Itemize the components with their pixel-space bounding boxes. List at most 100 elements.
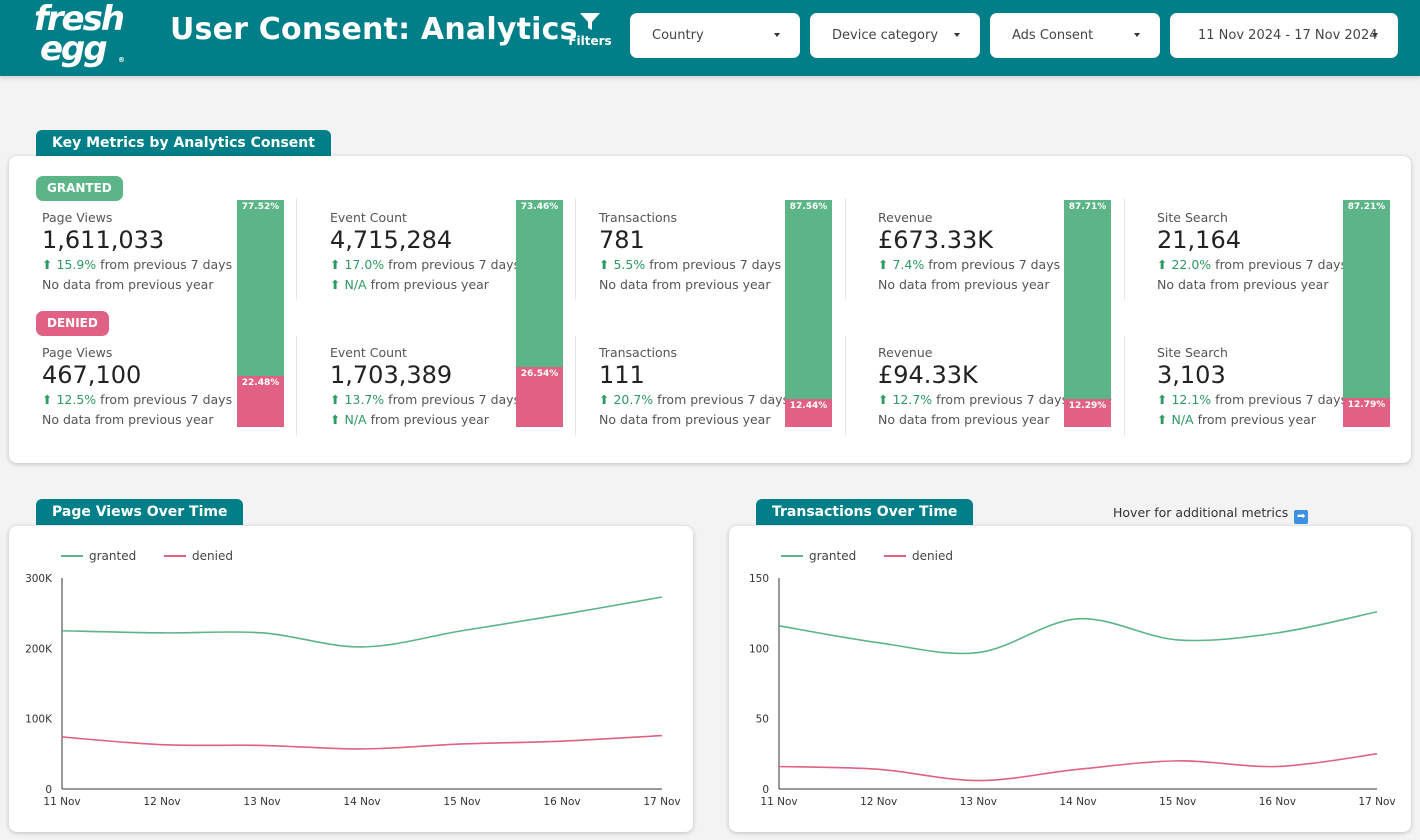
country-dropdown[interactable]: Country xyxy=(630,13,800,58)
series-line-denied[interactable] xyxy=(778,753,1378,782)
arrow-right-icon: ➡ xyxy=(1294,510,1309,524)
y-tick-label: 50 xyxy=(756,714,769,726)
divider xyxy=(1124,198,1125,300)
legend-item-denied[interactable]: denied xyxy=(884,549,953,563)
denied-share-segment: 12.79% xyxy=(1343,398,1390,427)
page-views-chart-tab: Page Views Over Time xyxy=(36,499,244,525)
series-line-granted[interactable] xyxy=(61,596,663,648)
weekly-change-label: from previous 7 days xyxy=(100,257,233,272)
header-bar: fresh egg ® User Consent: Analytics Filt… xyxy=(0,0,1420,76)
legend-swatch xyxy=(61,555,83,557)
arrow-up-icon: ⬆ xyxy=(330,277,341,292)
page-views-consent-share-bar: 77.52% 22.48% xyxy=(237,200,284,427)
x-tick-label: 13 Nov xyxy=(960,796,997,808)
filters-button[interactable]: Filters xyxy=(568,12,612,48)
key-metrics-card: GRANTED DENIED Page Views 1,611,033 ⬆ 15… xyxy=(9,156,1411,463)
filter-icon xyxy=(580,13,600,30)
weekly-change-label: from previous 7 days xyxy=(657,392,790,407)
date-range-picker[interactable]: 11 Nov 2024 - 17 Nov 2024 xyxy=(1170,13,1398,58)
arrow-up-icon: ⬆ xyxy=(42,392,53,407)
weekly-change: 5.5% xyxy=(613,257,646,272)
event-count-consent-share-bar: 73.46% 26.54% xyxy=(516,200,563,427)
metric-name: Revenue xyxy=(878,210,933,225)
arrow-up-icon: ⬆ xyxy=(599,392,610,407)
weekly-change-label: from previous 7 days xyxy=(100,392,233,407)
x-tick-label: 16 Nov xyxy=(543,796,580,808)
granted-event-count-scorecard: Event Count 4,715,284 ⬆ 17.0% from previ… xyxy=(330,210,560,292)
yearly-change: N/A xyxy=(344,277,367,292)
y-tick-label: 100 xyxy=(749,643,769,655)
page-views-line-chart[interactable]: 0 100K 200K 300K 11 Nov 12 Nov 13 Nov 14 Nov 15 … xyxy=(9,526,693,832)
device-category-dropdown-label: Device category xyxy=(832,28,939,43)
metric-value: £94.33K xyxy=(878,361,978,389)
granted-site-search-scorecard: Site Search 21,164 ⬆ 22.0% from previous… xyxy=(1157,210,1387,292)
device-category-dropdown[interactable]: Device category xyxy=(810,13,980,58)
date-range-label: 11 Nov 2024 - 17 Nov 2024 xyxy=(1198,28,1378,43)
x-tick-label: 15 Nov xyxy=(1159,796,1196,808)
x-tick-label: 17 Nov xyxy=(1358,796,1395,808)
chevron-down-icon xyxy=(774,33,780,37)
metric-name: Event Count xyxy=(330,345,407,360)
yearly-change-label: from previous year xyxy=(1197,412,1316,427)
granted-share-segment: 87.71% xyxy=(1064,200,1111,399)
yearly-change-label: No data from previous year xyxy=(42,277,214,292)
granted-badge: GRANTED xyxy=(36,176,123,201)
weekly-change: 22.0% xyxy=(1171,257,1212,272)
metric-name: Revenue xyxy=(878,345,933,360)
granted-share-segment: 87.21% xyxy=(1343,200,1390,398)
metric-value: 111 xyxy=(599,361,645,389)
legend-swatch xyxy=(164,555,187,557)
yearly-change-label: No data from previous year xyxy=(1157,277,1329,292)
x-tick-label: 14 Nov xyxy=(343,796,380,808)
granted-transactions-scorecard: Transactions 781 ⬆ 5.5% from previous 7 … xyxy=(599,210,829,292)
denied-site-search-scorecard: Site Search 3,103 ⬆ 12.1% from previous … xyxy=(1157,345,1387,427)
granted-share-segment: 87.56% xyxy=(785,200,832,399)
series-line-denied[interactable] xyxy=(61,734,663,750)
x-tick-label: 12 Nov xyxy=(860,796,897,808)
series-line-granted[interactable] xyxy=(778,610,1378,655)
divider xyxy=(296,198,297,300)
chart-legend: granted denied xyxy=(781,549,977,563)
x-tick-label: 17 Nov xyxy=(643,796,680,808)
transactions-consent-share-bar: 87.56% 12.44% xyxy=(785,200,832,427)
country-dropdown-label: Country xyxy=(652,28,704,43)
metric-name: Page Views xyxy=(42,345,113,360)
x-tick-label: 13 Nov xyxy=(243,796,280,808)
page-title: User Consent: Analytics xyxy=(170,12,578,47)
legend-item-denied[interactable]: denied xyxy=(164,549,233,563)
denied-revenue-scorecard: Revenue £94.33K ⬆ 12.7% from previous 7 … xyxy=(878,345,1108,427)
yearly-change-label: No data from previous year xyxy=(42,412,214,427)
fresh-egg-logo: fresh egg ® xyxy=(34,0,125,69)
denied-share-segment: 26.54% xyxy=(516,367,563,427)
denied-share-segment: 22.48% xyxy=(237,376,284,427)
denied-badge: DENIED xyxy=(36,311,109,336)
y-tick-label: 100K xyxy=(25,714,53,726)
weekly-change: 12.1% xyxy=(1171,392,1212,407)
divider xyxy=(845,336,846,436)
ads-consent-dropdown[interactable]: Ads Consent xyxy=(990,13,1160,58)
chevron-down-icon xyxy=(954,33,960,37)
legend-item-granted[interactable]: granted xyxy=(781,549,856,563)
weekly-change-label: from previous 7 days xyxy=(649,257,782,272)
denied-share-segment: 12.44% xyxy=(785,399,832,427)
denied-transactions-scorecard: Transactions 111 ⬆ 20.7% from previous 7… xyxy=(599,345,829,427)
metric-name: Site Search xyxy=(1157,210,1228,225)
weekly-change-label: from previous 7 days xyxy=(388,257,521,272)
y-tick-label: 0 xyxy=(45,784,52,796)
site-search-consent-share-bar: 87.21% 12.79% xyxy=(1343,200,1390,427)
arrow-up-icon: ⬆ xyxy=(599,257,610,272)
arrow-up-icon: ⬆ xyxy=(42,257,53,272)
divider xyxy=(1124,336,1125,436)
metric-value: 3,103 xyxy=(1157,361,1226,389)
legend-item-granted[interactable]: granted xyxy=(61,549,136,563)
transactions-line-chart[interactable]: 0 50 100 150 11 Nov 12 Nov 13 Nov 14 Nov 15 Nov 1… xyxy=(729,526,1411,832)
legend-label: denied xyxy=(912,549,953,563)
granted-revenue-scorecard: Revenue £673.33K ⬆ 7.4% from previous 7 … xyxy=(878,210,1108,292)
legend-swatch xyxy=(884,555,907,557)
yearly-change-label: No data from previous year xyxy=(599,412,771,427)
denied-event-count-scorecard: Event Count 1,703,389 ⬆ 13.7% from previ… xyxy=(330,345,560,427)
hover-hint: Hover for additional metrics ➡ xyxy=(1113,505,1309,524)
hover-hint-text: Hover for additional metrics xyxy=(1113,505,1289,520)
divider xyxy=(575,336,576,436)
weekly-change: 17.0% xyxy=(344,257,385,272)
